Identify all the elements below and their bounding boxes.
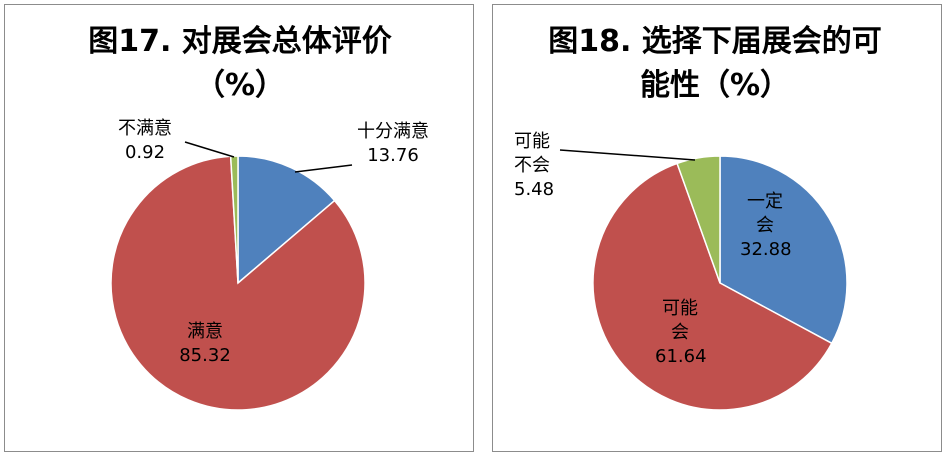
category-label: 十分满意 xyxy=(357,121,429,142)
data-label: 不满意 0.92 xyxy=(105,117,185,165)
data-label: 一定会 32.88 xyxy=(740,190,792,262)
value-label: 5.48 xyxy=(514,179,555,200)
value-label: 13.76 xyxy=(367,145,419,166)
leader-line xyxy=(559,149,696,161)
data-label: 满意 85.32 xyxy=(165,320,245,368)
value-label: 32.88 xyxy=(740,239,792,260)
value-label: 0.92 xyxy=(124,142,166,163)
category-label: 可能会 xyxy=(662,298,698,343)
chart-title-text: 图18. 选择下届展会的可能性（%） xyxy=(548,24,882,103)
leader-line xyxy=(294,164,353,173)
category-label: 不满意 xyxy=(118,118,172,139)
data-label: 可能不会 5.48 xyxy=(514,130,554,202)
category-label: 一定会 xyxy=(747,191,783,236)
data-label: 可能会 61.64 xyxy=(655,297,707,369)
category-label: 可能不会 xyxy=(514,131,550,176)
chart-title: 图18. 选择下届展会的可能性（%） xyxy=(540,20,890,108)
value-label: 85.32 xyxy=(179,345,231,366)
chart-title: 图17. 对展会总体评价（%） xyxy=(70,20,410,108)
value-label: 61.64 xyxy=(655,346,707,367)
pie-slice xyxy=(676,155,721,284)
category-label: 满意 xyxy=(187,321,223,342)
data-label: 十分满意 13.76 xyxy=(352,120,434,168)
chart-panel xyxy=(492,4,942,452)
pie-slice xyxy=(719,155,848,345)
leader-line xyxy=(184,141,235,158)
chart-panel xyxy=(4,4,474,452)
pie-slice xyxy=(237,155,336,285)
pie-slice xyxy=(592,162,833,411)
pie-slice xyxy=(110,155,366,411)
chart-title-text: 图17. 对展会总体评价（%） xyxy=(88,24,392,103)
